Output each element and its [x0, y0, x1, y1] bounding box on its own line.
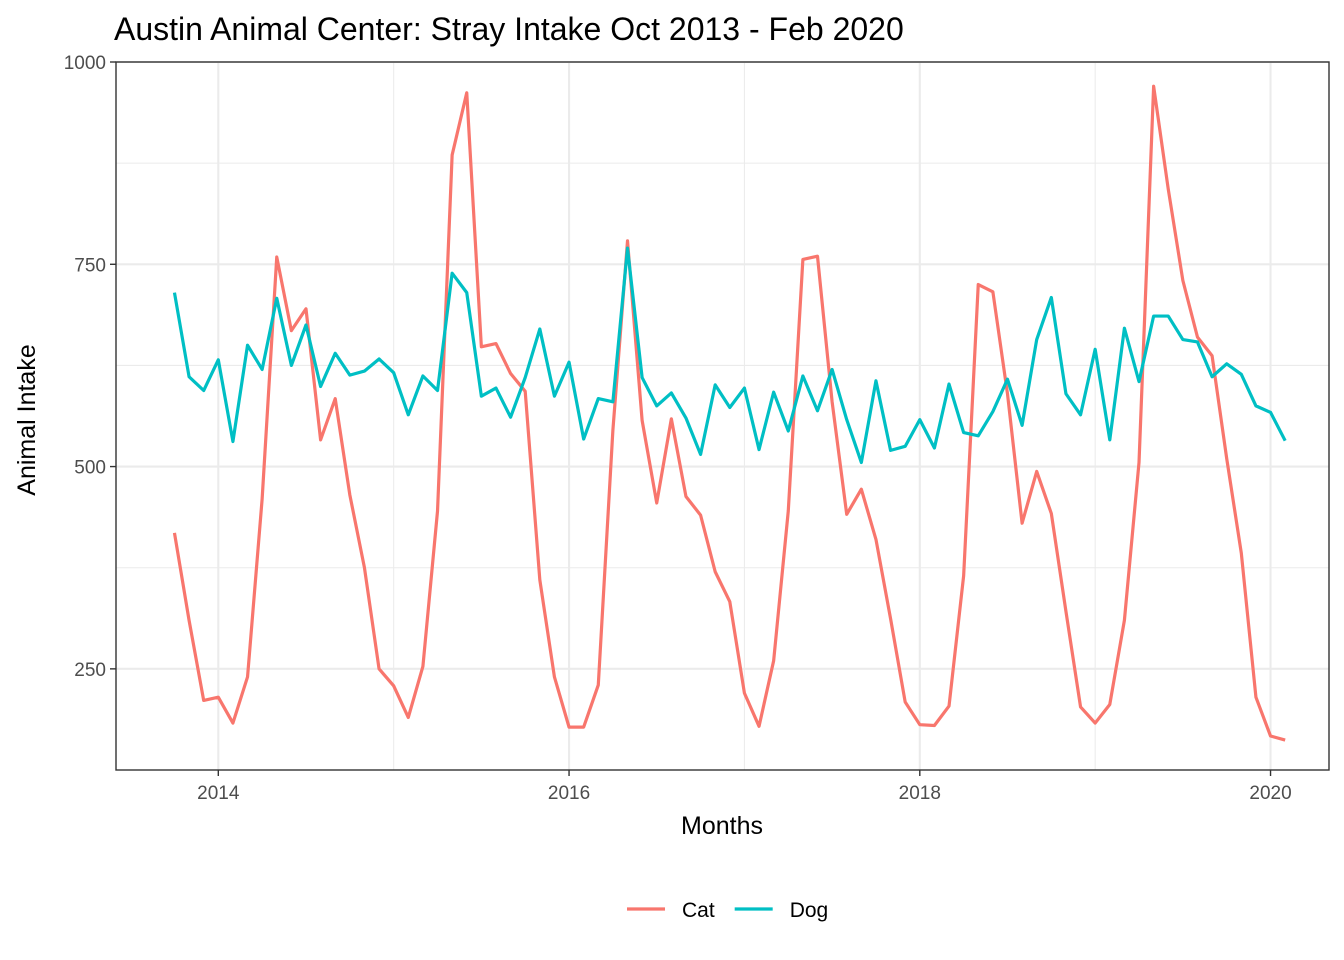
legend-item-cat: Cat	[627, 899, 715, 922]
x-axis-title: Months	[681, 812, 763, 840]
panel-border	[115, 61, 1330, 771]
legend-item-dog: Dog	[734, 899, 829, 922]
legend-label-cat: Cat	[682, 899, 715, 922]
x-tick-label: 2016	[548, 783, 590, 804]
y-tick-label: 750	[74, 255, 106, 276]
chart-title: Austin Animal Center: Stray Intake Oct 2…	[114, 11, 904, 47]
series-line-cat	[172, 84, 1286, 742]
series-cat	[172, 84, 1286, 742]
x-axis: 2014 2016 2018 2020	[197, 770, 1292, 804]
series-dog	[172, 246, 1287, 465]
x-tick-label: 2014	[197, 783, 240, 804]
x-tick-label: 2018	[899, 783, 941, 804]
y-axis-title: Animal Intake	[13, 344, 41, 495]
y-tick-label: 250	[74, 660, 106, 681]
x-tick-label: 2020	[1249, 783, 1291, 804]
legend-label-dog: Dog	[790, 899, 829, 922]
grid-lines	[116, 60, 1329, 771]
legend: Cat Dog	[627, 899, 828, 922]
y-tick-label: 500	[74, 458, 106, 479]
y-tick-label: 1000	[64, 53, 106, 74]
series-line-dog	[172, 246, 1287, 465]
series-layer	[172, 84, 1287, 742]
y-axis: 250 500 750 1000	[64, 53, 116, 681]
